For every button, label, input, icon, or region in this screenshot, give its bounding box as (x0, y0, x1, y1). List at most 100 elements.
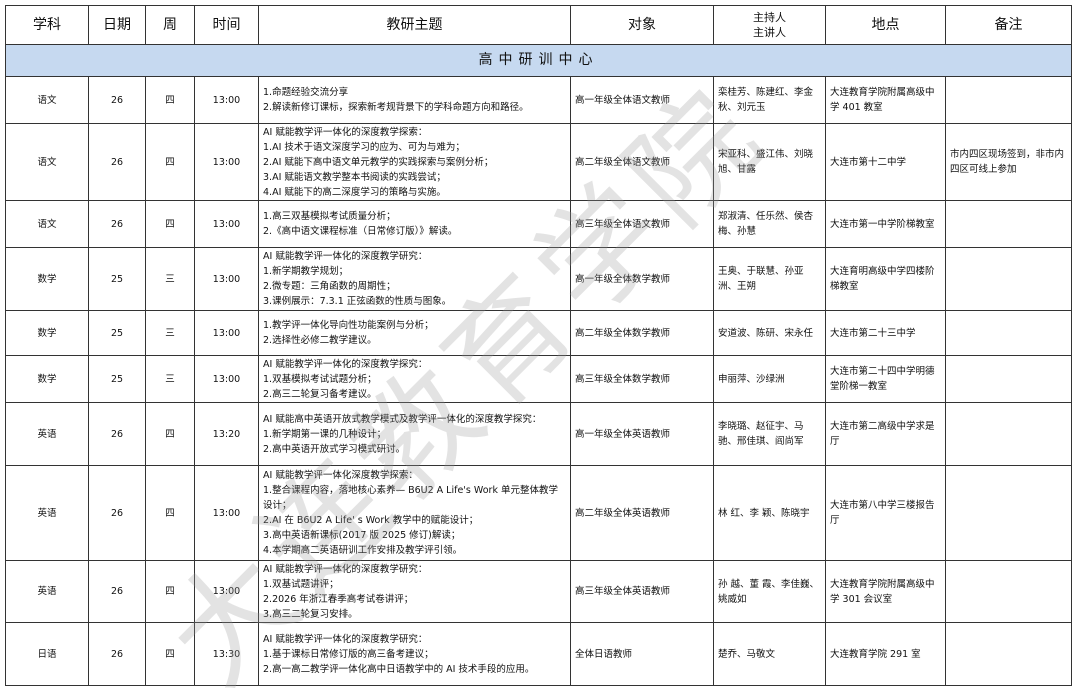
time-cell: 13:00 (194, 123, 259, 201)
table-row: 数学 25 三 13:00 AI 赋能教学评一体化的深度教学探究： 1.双基模拟考试试题分… (5, 355, 1072, 403)
subject-cell: 数学 (5, 310, 89, 356)
topic-line: 2.《高中语文课程标准（日常修订版）》解读。 (263, 226, 458, 237)
topic-cell: 1.教学评一体化导向性功能案例与分析； 2.选择性必修二教学建议。 (258, 310, 571, 356)
topic-line: 4.本学期高二英语研训工作安排及教学评引领。 (263, 545, 463, 556)
location-cell: 大连教育学院附属高级中学 301 会议室 (825, 560, 946, 623)
note-cell (945, 247, 1072, 311)
weekday-cell: 三 (145, 355, 195, 403)
topic-line: 1.整合课程内容，落地核心素养— B6U2 A Life's Work 单元整体… (263, 485, 558, 511)
weekday-cell: 四 (145, 200, 195, 248)
hosts-cell: 申丽萍、沙绿洲 (713, 355, 826, 403)
time-cell: 13:00 (194, 76, 259, 124)
topic-cell: AI 赋能教学评一体化的深度教学研究： 1.基于课标日常修订版的高三备考建议； 2.… (258, 622, 571, 686)
subject-cell: 英语 (5, 465, 89, 561)
time-cell: 13:00 (194, 310, 259, 356)
header-time: 时间 (194, 5, 259, 45)
subject-cell: 英语 (5, 402, 89, 466)
table-row: 语文 26 四 13:00 AI 赋能教学评一体化的深度教学探索： 1.AI 技术于语文深… (5, 123, 1072, 201)
header-audience: 对象 (570, 5, 714, 45)
table-row: 英语 26 四 13:00 AI 赋能教学评一体化的深度教学研究： 1.双基试题讲评； 2.… (5, 560, 1072, 623)
date-cell: 26 (88, 402, 146, 466)
location-cell: 大连市第八中学三楼报告厅 (825, 465, 946, 561)
table-row: 数学 25 三 13:00 1.教学评一体化导向性功能案例与分析； 2.选择性必修二教学建… (5, 310, 1072, 356)
weekday-cell: 四 (145, 76, 195, 124)
table-row: 数学 25 三 13:00 AI 赋能教学评一体化的深度教学研究： 1.新学期教学规划； 2… (5, 247, 1072, 311)
topic-line: AI 赋能教学评一体化的深度教学探索： (263, 126, 428, 138)
topic-cell: AI 赋能教学评一体化的深度教学探究： 1.双基模拟考试试题分析； 2.高三二轮复习… (258, 355, 571, 403)
header-note: 备注 (945, 5, 1072, 45)
topic-line: 2.选择性必修二教学建议。 (263, 335, 377, 346)
topic-line: 2.高一高二教学评一体化高中日语教学中的 AI 技术手段的应用。 (263, 663, 535, 675)
topic-line: 1.新学期第一课的几种设计； (263, 428, 387, 440)
header-date: 日期 (88, 5, 146, 45)
audience-cell: 高二年级全体英语教师 (570, 465, 714, 561)
topic-line: 1.AI 技术于语文深度学习的应为、可为与难为； (263, 141, 465, 153)
note-cell (945, 465, 1072, 561)
location-cell: 大连市第十二中学 (825, 123, 946, 201)
topic-line: 2.解读新修订课标，探索新考规背景下的学科命题方向和路径。 (263, 102, 529, 113)
location-cell: 大连市第二十四中学明德堂阶梯一教室 (825, 355, 946, 403)
weekday-cell: 四 (145, 622, 195, 686)
note-cell (945, 310, 1072, 356)
hosts-cell: 孙 越、董 霞、李佳巍、姚威如 (713, 560, 826, 623)
topic-line: 2.AI 在 B6U2 A Life' s Work 教学中的赋能设计； (263, 515, 479, 526)
time-cell: 13:20 (194, 402, 259, 466)
time-cell: 13:00 (194, 355, 259, 403)
topic-line: AI 赋能教学评一体化的深度教学研究： (263, 563, 428, 575)
audience-cell: 高一年级全体数学教师 (570, 247, 714, 311)
header-weekday: 周 (145, 5, 195, 45)
header-topic: 教研主题 (258, 5, 571, 45)
subject-cell: 英语 (5, 560, 89, 623)
topic-line: 1.新学期教学规划； (263, 266, 349, 277)
weekday-cell: 三 (145, 247, 195, 311)
topic-line: 1.双基试题讲评； (263, 578, 339, 590)
date-cell: 25 (88, 310, 146, 356)
table-row: 语文 26 四 13:00 1.命题经验交流分享 2.解读新修订课标，探索新考规背景下的学… (5, 76, 1072, 124)
time-cell: 13:00 (194, 247, 259, 311)
note-cell (945, 560, 1072, 623)
topic-line: 1.教学评一体化导向性功能案例与分析； (263, 320, 434, 331)
topic-cell: AI 赋能高中英语开放式教学模式及教学评一体化的深度教学探究： 1.新学期第一课的… (258, 402, 571, 466)
hosts-cell: 栾桂芳、陈建红、李金秋、刘元玉 (713, 76, 826, 124)
weekday-cell: 四 (145, 123, 195, 201)
topic-line: AI 赋能教学评一体化的深度教学研究： (263, 251, 428, 262)
weekday-cell: 三 (145, 310, 195, 356)
weekday-cell: 四 (145, 560, 195, 623)
subject-cell: 语文 (5, 76, 89, 124)
header-row: 学科 日期 周 时间 教研主题 对象 主持人 主讲人 地点 备注 (5, 5, 1072, 45)
topic-cell: AI 赋能教学评一体化的深度教学研究： 1.新学期教学规划； 2.微专题：三角函数的… (258, 247, 571, 311)
location-cell: 大连教育学院 291 室 (825, 622, 946, 686)
topic-line: 2.高三二轮复习备考建议。 (263, 388, 377, 400)
topic-line: 4.AI 赋能下的高二深度学习的策略与实施。 (263, 186, 446, 198)
topic-line: AI 赋能教学评一体化深度教学探索： (263, 470, 418, 481)
audience-cell: 高二年级全体数学教师 (570, 310, 714, 356)
date-cell: 26 (88, 200, 146, 248)
location-cell: 大连市第一中学阶梯教室 (825, 200, 946, 248)
audience-cell: 高一年级全体英语教师 (570, 402, 714, 466)
topic-line: AI 赋能教学评一体化的深度教学探究： (263, 358, 428, 370)
hosts-cell: 郑淑清、任乐然、侯杏梅、孙慧 (713, 200, 826, 248)
topic-line: 3.高三二轮复习安排。 (263, 608, 358, 620)
subject-cell: 日语 (5, 622, 89, 686)
date-cell: 26 (88, 465, 146, 561)
subject-cell: 语文 (5, 200, 89, 248)
time-cell: 13:30 (194, 622, 259, 686)
date-cell: 26 (88, 622, 146, 686)
topic-line: 2.高中英语开放式学习模式研讨。 (263, 443, 406, 455)
table-row: 英语 26 四 13:00 AI 赋能教学评一体化深度教学探索： 1.整合课程内容，落地核… (5, 465, 1072, 561)
topic-line: 2.微专题：三角函数的周期性； (263, 281, 396, 292)
location-cell: 大连教育学院附属高级中学 401 教室 (825, 76, 946, 124)
location-cell: 大连育明高级中学四楼阶梯教室 (825, 247, 946, 311)
topic-line: 1.双基模拟考试试题分析； (263, 373, 377, 385)
weekday-cell: 四 (145, 465, 195, 561)
subject-cell: 语文 (5, 123, 89, 201)
date-cell: 25 (88, 355, 146, 403)
schedule-table: 学科 日期 周 时间 教研主题 对象 主持人 主讲人 地点 备注 高中研训中心 … (5, 5, 1072, 686)
date-cell: 25 (88, 247, 146, 311)
location-cell: 大连市第二高级中学求是厅 (825, 402, 946, 466)
time-cell: 13:00 (194, 465, 259, 561)
audience-cell: 高三年级全体英语教师 (570, 560, 714, 623)
note-cell (945, 76, 1072, 124)
location-cell: 大连市第二十三中学 (825, 310, 946, 356)
header-subject: 学科 (5, 5, 89, 45)
